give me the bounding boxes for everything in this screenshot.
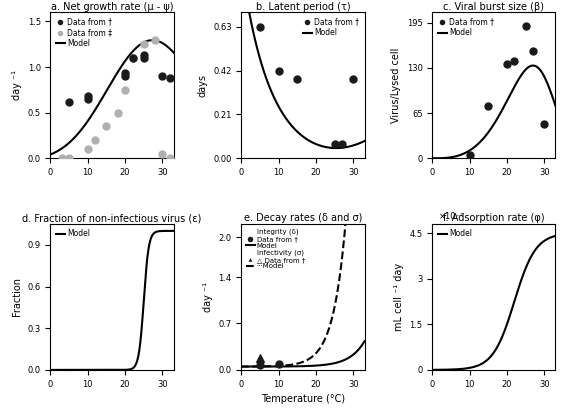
Model (σ) xyxy=(287,363,293,367)
Title: c. Viral burst size (β): c. Viral burst size (β) xyxy=(443,2,544,12)
Point xyxy=(102,123,111,129)
Legend: Integrity (δ), Data from †, Model, Infectivity (σ), △ Data from †, ···Model: Integrity (δ), Data from †, Model, Infec… xyxy=(245,227,306,271)
Point xyxy=(57,155,66,162)
Y-axis label: Fraction: Fraction xyxy=(12,277,22,316)
Point xyxy=(139,55,148,61)
Point xyxy=(113,109,122,116)
Line: Model (σ): Model (σ) xyxy=(241,0,365,367)
Model (σ) xyxy=(328,320,334,325)
Point xyxy=(274,67,283,74)
Model (σ) xyxy=(238,364,245,369)
Line: Model (δ): Model (δ) xyxy=(241,341,365,367)
Point xyxy=(274,360,283,367)
Legend: Data from †, Data from ‡, Model: Data from †, Data from ‡, Model xyxy=(54,16,114,49)
X-axis label: Temperature (°C): Temperature (°C) xyxy=(261,394,345,404)
Model (δ) xyxy=(253,364,260,369)
Legend: Data from †, Model: Data from †, Model xyxy=(436,16,495,39)
Y-axis label: day ⁻¹: day ⁻¹ xyxy=(203,282,213,312)
Point xyxy=(338,141,347,147)
Point xyxy=(503,61,512,68)
Model (σ) xyxy=(327,322,334,327)
Point xyxy=(465,152,474,158)
Point xyxy=(84,146,93,152)
Text: ×10⁻⁷: ×10⁻⁷ xyxy=(438,212,463,221)
Point xyxy=(158,150,167,157)
Point xyxy=(91,137,100,143)
Title: d. Fraction of non-infectious virus (ε): d. Fraction of non-infectious virus (ε) xyxy=(22,213,202,223)
Point xyxy=(165,155,174,162)
Point xyxy=(349,76,358,82)
Point xyxy=(121,70,130,77)
Y-axis label: mL cell ⁻¹ day: mL cell ⁻¹ day xyxy=(394,263,404,331)
Point xyxy=(65,99,73,105)
Model (δ) xyxy=(287,364,293,369)
Point xyxy=(510,58,519,64)
Model (σ) xyxy=(253,364,260,369)
Point xyxy=(293,76,302,82)
Point xyxy=(330,141,339,147)
Point xyxy=(256,361,265,368)
Point xyxy=(139,41,148,48)
Point xyxy=(256,355,265,361)
Point xyxy=(84,93,93,99)
Model (σ) xyxy=(315,347,322,352)
Title: a. Net growth rate (μ - ψ): a. Net growth rate (μ - ψ) xyxy=(51,2,173,12)
Y-axis label: day ⁻¹: day ⁻¹ xyxy=(12,70,22,100)
Point xyxy=(128,55,137,61)
Point xyxy=(484,103,493,109)
Point xyxy=(121,73,130,79)
Model (δ) xyxy=(315,363,322,368)
Point xyxy=(139,52,148,58)
Model (δ) xyxy=(328,361,334,366)
Model (δ) xyxy=(278,364,285,369)
Legend: Model: Model xyxy=(54,228,92,240)
Y-axis label: Virus/Lysed cell: Virus/Lysed cell xyxy=(391,48,401,123)
Point xyxy=(158,73,167,79)
Title: b. Latent period (τ): b. Latent period (τ) xyxy=(256,2,350,12)
Point xyxy=(150,37,159,43)
Point xyxy=(128,55,137,61)
Point xyxy=(165,75,174,81)
Point xyxy=(65,155,73,162)
Legend: Data from †, Model: Data from †, Model xyxy=(301,16,361,39)
Model (δ) xyxy=(238,364,245,369)
Model (δ) xyxy=(361,339,368,344)
Point xyxy=(84,96,93,102)
Model (σ) xyxy=(278,363,285,368)
Point xyxy=(121,87,130,93)
Title: f. Adsorption rate (φ): f. Adsorption rate (φ) xyxy=(443,213,545,223)
Point xyxy=(528,47,537,54)
Point xyxy=(256,24,265,30)
Legend: Model: Model xyxy=(436,228,473,240)
Point xyxy=(540,120,549,127)
Model (δ) xyxy=(327,362,334,367)
Point xyxy=(521,23,530,30)
Title: e. Decay rates (δ and σ): e. Decay rates (δ and σ) xyxy=(243,213,362,223)
Y-axis label: days: days xyxy=(197,74,208,97)
